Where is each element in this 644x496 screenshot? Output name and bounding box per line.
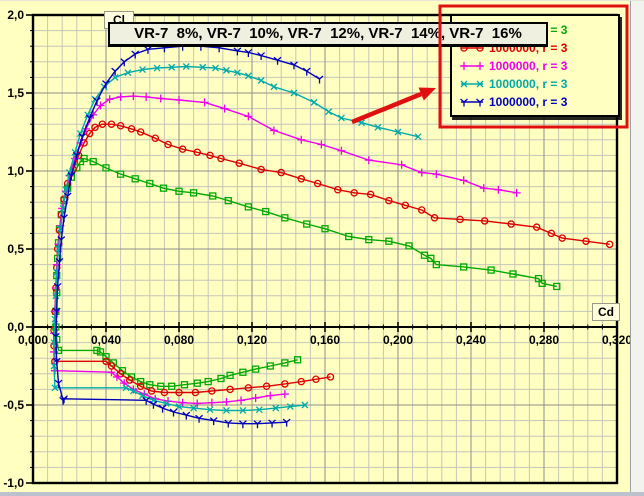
- series-vr-7-8-: [52, 154, 561, 390]
- legend-marker-x-icon: [460, 80, 484, 88]
- series-vr-7-14-: [50, 63, 422, 414]
- chart-title: VR-7 8%, VR-7 10%, VR-7 12%, VR-7 14%, V…: [108, 22, 548, 47]
- legend-label: 1000000, r = 3: [489, 95, 568, 109]
- y-tick-label: 0,5: [7, 242, 24, 256]
- legend-label: 1000000, r = 3: [489, 59, 568, 73]
- y-tick-label: 2,0: [7, 8, 24, 22]
- y-tick-label: 1,0: [7, 164, 24, 178]
- x-axis: 0,000 0,040 0,080 0,120 0,160 0,200 0,240 0,280…: [18, 322, 632, 347]
- y-axis: 2,0 1,5 1,0 0,5 0,0 -0,5 -1,0: [3, 8, 33, 490]
- legend-label: 1000000, r = 3: [489, 77, 568, 91]
- x-tick-label: 0,240: [456, 333, 486, 347]
- legend-marker-y-icon: [460, 98, 484, 107]
- series-vr-7-10-: [50, 120, 614, 397]
- y-tick-label: -0,5: [3, 398, 24, 412]
- y-tick-label: -1,0: [3, 476, 24, 490]
- x-axis-title: Cd: [592, 303, 620, 321]
- x-tick-label: 0,200: [383, 333, 413, 347]
- legend-entry-vr7-16: 1000000, r = 3: [458, 93, 618, 111]
- legend-marker-plus-icon: [460, 62, 484, 70]
- x-tick-label: 0,080: [164, 333, 194, 347]
- legend-entry-vr7-12: 1000000, r = 3: [458, 57, 618, 75]
- x-tick-label: 0,320: [602, 333, 632, 347]
- x-tick-label: 0,280: [529, 333, 559, 347]
- y-tick-label: 0,0: [7, 320, 24, 334]
- x-tick-label: 0,000: [18, 333, 48, 347]
- series-vr-7-16-: [51, 42, 324, 429]
- x-tick-label: 0,040: [91, 333, 121, 347]
- window-top-edge: [0, 0, 644, 1]
- window-right-edge: [630, 0, 644, 496]
- window-bottom-edge: [0, 492, 644, 496]
- legend-entry-vr7-14: 1000000, r = 3: [458, 75, 618, 93]
- y-tick-label: 1,5: [7, 86, 24, 100]
- x-tick-label: 0,160: [310, 333, 340, 347]
- x-tick-label: 0,120: [237, 333, 267, 347]
